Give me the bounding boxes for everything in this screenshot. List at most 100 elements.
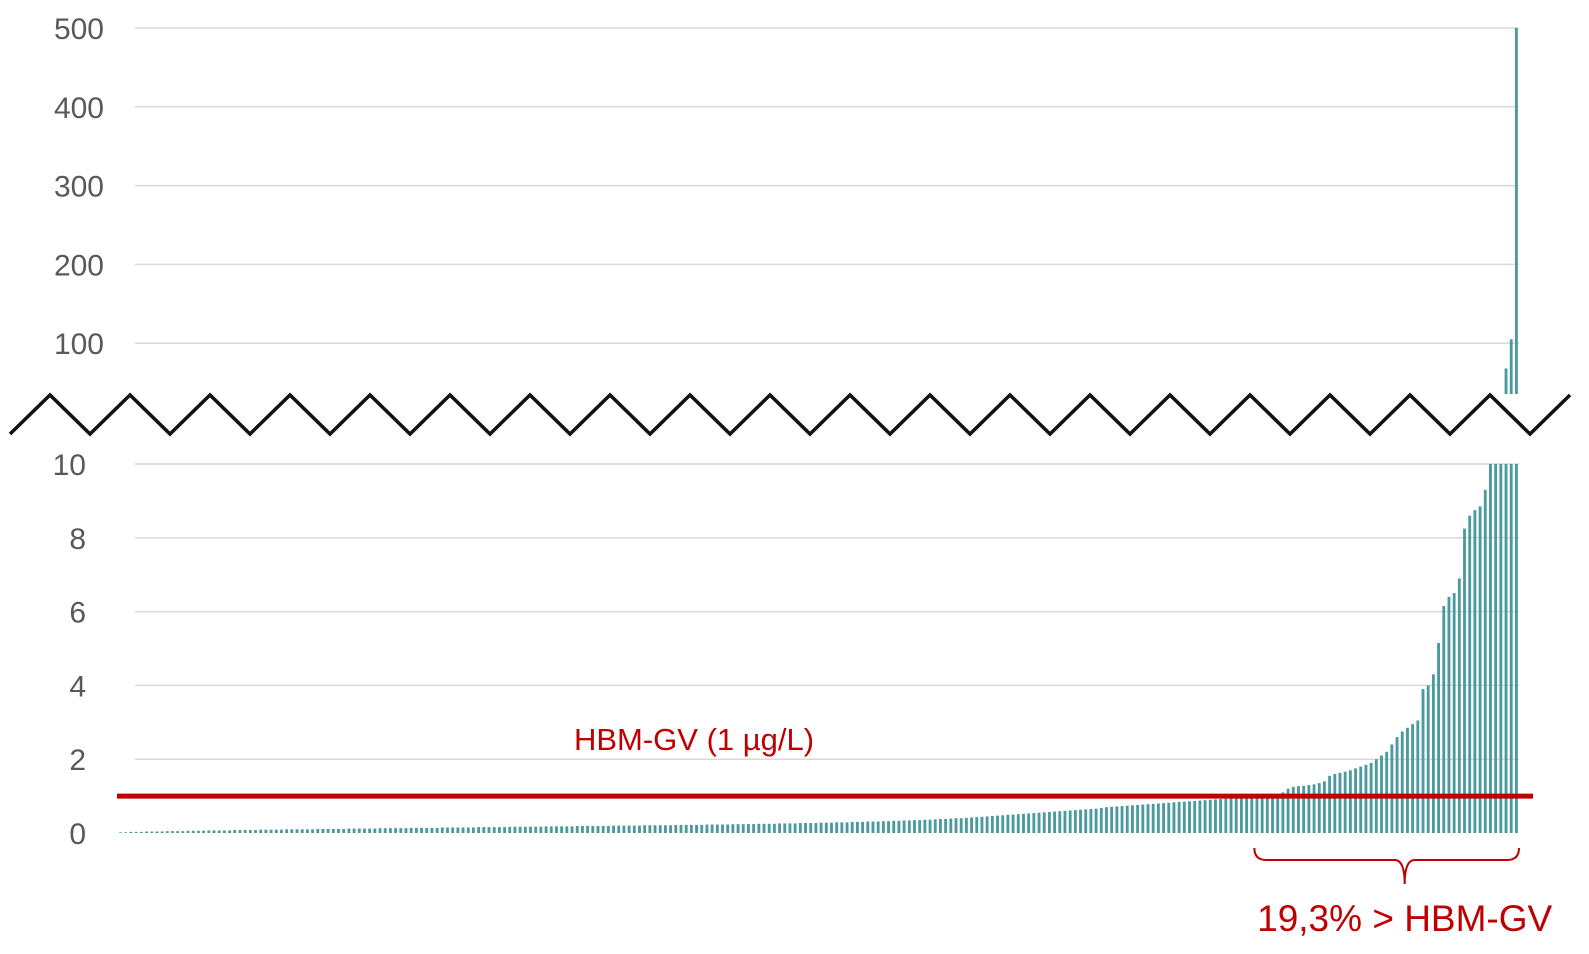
bar [529,826,532,833]
bar [985,816,989,833]
bar [850,821,854,833]
bar [762,823,766,833]
bar [124,832,128,833]
bar [871,821,875,833]
bar [1006,814,1010,833]
bar [747,824,750,833]
bar [1343,771,1347,833]
bar [243,830,247,833]
bar [653,825,657,833]
bar [160,831,164,833]
bar [1105,807,1108,833]
bar [1504,464,1508,833]
bar [767,823,771,833]
bar [497,827,501,833]
bar [404,828,408,833]
bar [881,821,885,833]
bar [1214,799,1217,833]
bar [606,825,610,833]
bar [1011,814,1015,833]
bar [975,817,979,833]
bar [171,831,174,833]
bar [783,823,787,833]
bar [1499,464,1503,833]
bar [928,819,932,833]
bar [383,828,387,833]
bar [409,827,413,833]
bar [887,821,890,833]
bar [1359,766,1363,833]
bar [684,824,688,833]
upper-y-tick-label: 500 [54,13,104,46]
bar [508,826,512,833]
bar [918,820,922,833]
bar [964,817,968,833]
bar [1307,785,1311,833]
bar [1224,798,1228,833]
bar [285,829,289,833]
bar [1156,803,1160,833]
bar [1172,802,1176,833]
bar [363,828,366,833]
bar [295,829,299,833]
bar [902,820,906,833]
bar [1089,809,1093,833]
bar [446,827,449,833]
bar [710,824,714,833]
bar [1452,593,1456,833]
bar [425,827,429,833]
bar [736,824,740,833]
bar [1146,804,1150,833]
exceedance-brace [1253,847,1520,885]
bar [772,823,776,833]
bar [155,831,159,833]
bar [591,825,595,833]
bar [228,830,231,833]
bar [1032,813,1036,833]
bar [1442,606,1446,833]
bar [523,826,527,833]
bar [1229,798,1233,833]
bar [1120,806,1124,833]
bar [627,825,631,833]
bar [1053,811,1057,833]
bar [1317,783,1321,833]
bar [638,825,641,833]
bar [1063,810,1067,833]
bar [913,820,916,833]
bar [1291,786,1295,833]
bar [788,823,792,833]
bar [1431,674,1435,833]
bar [331,828,335,833]
bar [1354,768,1357,833]
bar [601,825,605,833]
bar [1297,786,1300,833]
bar [368,828,372,833]
bar [907,820,911,833]
bar [1177,802,1181,833]
lower-y-tick-label: 0 [69,818,86,851]
bar [435,827,439,833]
bar [1421,689,1425,833]
bar [150,831,154,833]
bar [731,824,735,833]
bar [757,823,761,833]
bar [518,826,522,833]
bar [1302,785,1306,833]
bar [456,827,460,833]
bar [959,818,963,833]
bar [1245,797,1249,833]
bar [352,828,356,833]
bar [1162,803,1165,833]
bar [1473,510,1477,833]
bar [1265,795,1269,833]
lower-y-tick-label: 6 [69,597,86,630]
upper-grid [135,27,1519,344]
bar [835,822,839,833]
bar [705,824,709,833]
bar [1390,744,1394,833]
bar [1219,799,1223,833]
bar [1115,806,1119,833]
bar [1406,727,1409,833]
bar [300,829,304,833]
